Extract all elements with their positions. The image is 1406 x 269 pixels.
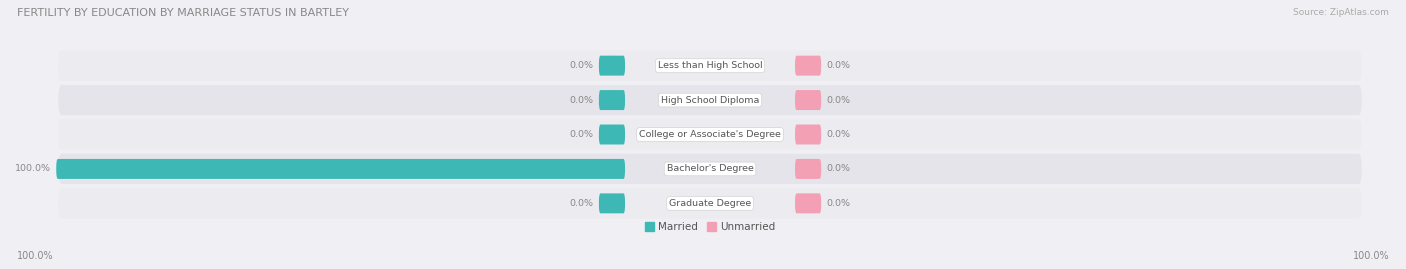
FancyBboxPatch shape [599,56,626,76]
Text: 100.0%: 100.0% [15,164,51,174]
FancyBboxPatch shape [599,193,626,213]
Text: 0.0%: 0.0% [569,95,593,105]
FancyBboxPatch shape [794,90,821,110]
Text: 0.0%: 0.0% [827,61,851,70]
FancyBboxPatch shape [794,159,821,179]
FancyBboxPatch shape [58,51,1362,81]
FancyBboxPatch shape [58,85,1362,115]
Text: High School Diploma: High School Diploma [661,95,759,105]
FancyBboxPatch shape [56,159,626,179]
Text: 0.0%: 0.0% [569,130,593,139]
FancyBboxPatch shape [58,119,1362,150]
FancyBboxPatch shape [794,125,821,144]
Text: Less than High School: Less than High School [658,61,762,70]
Text: 0.0%: 0.0% [827,130,851,139]
Legend: Married, Unmarried: Married, Unmarried [641,218,779,236]
Text: Source: ZipAtlas.com: Source: ZipAtlas.com [1294,8,1389,17]
FancyBboxPatch shape [58,154,1362,184]
FancyBboxPatch shape [599,125,626,144]
FancyBboxPatch shape [794,56,821,76]
Text: Bachelor's Degree: Bachelor's Degree [666,164,754,174]
Text: 0.0%: 0.0% [827,95,851,105]
Text: 0.0%: 0.0% [827,199,851,208]
Text: 100.0%: 100.0% [17,251,53,261]
Text: 0.0%: 0.0% [827,164,851,174]
Text: 100.0%: 100.0% [1353,251,1389,261]
FancyBboxPatch shape [794,193,821,213]
Text: Graduate Degree: Graduate Degree [669,199,751,208]
Text: 0.0%: 0.0% [569,199,593,208]
Text: FERTILITY BY EDUCATION BY MARRIAGE STATUS IN BARTLEY: FERTILITY BY EDUCATION BY MARRIAGE STATU… [17,8,349,18]
FancyBboxPatch shape [58,188,1362,218]
Text: 0.0%: 0.0% [569,61,593,70]
FancyBboxPatch shape [599,90,626,110]
Text: College or Associate's Degree: College or Associate's Degree [640,130,780,139]
